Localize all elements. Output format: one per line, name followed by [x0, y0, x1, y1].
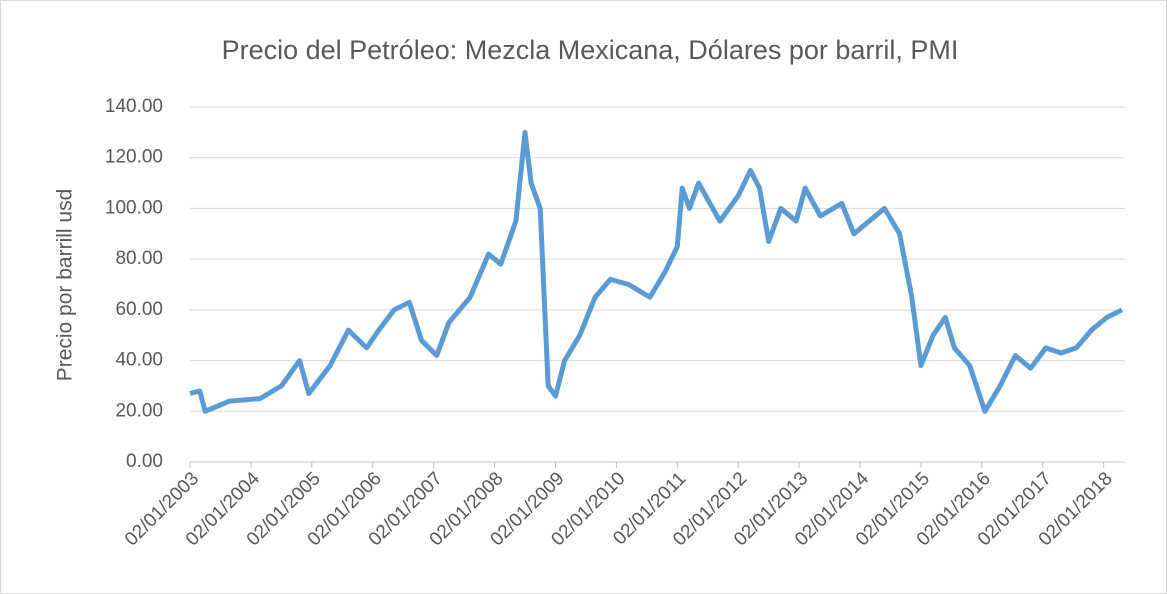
y-axis-label: Precio por barrill usd — [54, 189, 77, 382]
y-tick-label: 60.00 — [115, 299, 163, 320]
series-line — [189, 129, 1124, 414]
y-tick-label: 40.00 — [115, 350, 163, 371]
y-tick-label: 20.00 — [115, 400, 163, 421]
chart-title: Precio del Petróleo: Mezcla Mexicana, Dó… — [222, 35, 959, 65]
y-tick-label: 120.00 — [105, 147, 163, 168]
y-tick-label: 100.00 — [105, 197, 163, 218]
y-tick-label: 140.00 — [105, 96, 163, 117]
y-tick-label: 80.00 — [115, 248, 163, 269]
y-tick-label: 0.00 — [126, 451, 163, 472]
